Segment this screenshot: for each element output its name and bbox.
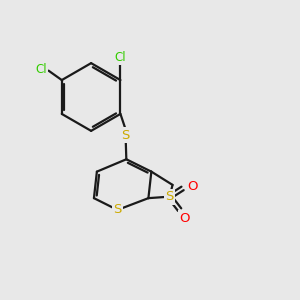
Text: S: S bbox=[122, 129, 130, 142]
Text: Cl: Cl bbox=[115, 51, 126, 64]
Text: O: O bbox=[180, 212, 190, 225]
Text: O: O bbox=[187, 181, 198, 194]
Text: S: S bbox=[113, 203, 122, 216]
Text: S: S bbox=[165, 190, 174, 203]
Text: Cl: Cl bbox=[35, 63, 47, 76]
